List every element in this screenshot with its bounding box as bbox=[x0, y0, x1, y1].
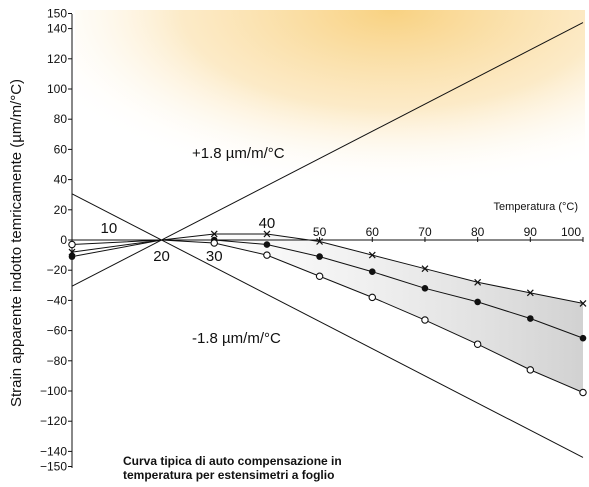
x-tick-label: 60 bbox=[366, 225, 380, 239]
data-point-open bbox=[579, 388, 587, 397]
x-marker-stroke bbox=[210, 230, 218, 238]
data-point-x bbox=[474, 278, 482, 286]
upper-line-annotation: +1.8 µm/m/°C bbox=[192, 145, 285, 162]
x-marker-stroke bbox=[421, 265, 429, 273]
y-tick-label: −20 bbox=[47, 263, 68, 277]
data-point-filled bbox=[368, 268, 376, 276]
data-point-filled bbox=[68, 253, 76, 260]
series-line-3 bbox=[71, 239, 584, 393]
x-tick-label: 80 bbox=[471, 225, 485, 239]
x-tick-label: 30 bbox=[206, 248, 223, 265]
data-point-x bbox=[526, 289, 534, 297]
y-tick-label: −120 bbox=[40, 414, 67, 428]
data-point-filled bbox=[263, 241, 271, 248]
y-tick-label: 60 bbox=[54, 142, 68, 156]
y-tick-label: 120 bbox=[47, 52, 67, 66]
y-tick-label: 40 bbox=[54, 173, 68, 187]
x-tick-label: 90 bbox=[524, 225, 538, 239]
y-tick-label: −80 bbox=[47, 354, 68, 368]
y-tick-label: 80 bbox=[54, 112, 68, 126]
y-tick-label: 150 bbox=[47, 7, 67, 21]
x-marker-stroke bbox=[263, 230, 271, 238]
reference-line-positive bbox=[71, 22, 584, 287]
y-tick-label: −150 bbox=[40, 460, 67, 474]
series-line-2 bbox=[71, 239, 584, 339]
data-point-open bbox=[526, 366, 535, 374]
y-tick-label: 100 bbox=[47, 82, 67, 96]
x-tick-label: 40 bbox=[259, 215, 276, 232]
data-point-x bbox=[368, 251, 376, 259]
x-marker-stroke bbox=[526, 289, 534, 297]
x-axis-label: Temperatura (°C) bbox=[494, 201, 578, 213]
data-point-x bbox=[421, 265, 429, 273]
x-tick-label: 20 bbox=[153, 248, 170, 265]
x-tick-label: 10 bbox=[101, 220, 118, 237]
data-point-filled bbox=[316, 253, 323, 260]
data-point-open bbox=[263, 251, 271, 259]
data-point-open bbox=[210, 239, 218, 247]
data-point-x bbox=[263, 230, 271, 238]
data-point-open bbox=[315, 272, 324, 280]
x-marker-stroke bbox=[368, 251, 376, 259]
y-tick-label: 20 bbox=[54, 203, 68, 217]
data-point-x bbox=[210, 230, 218, 238]
x-tick-label: 50 bbox=[313, 225, 327, 239]
x-tick-labels: 10 20 30 40 50 60 70 80 90 100 bbox=[101, 215, 584, 265]
x-tick-label: 100 bbox=[561, 225, 581, 239]
y-tick-label: −100 bbox=[40, 384, 67, 398]
caption-line-2: temperatura per estensimetri a foglio bbox=[123, 468, 334, 482]
y-tick-label: 0 bbox=[60, 233, 67, 247]
shaded-band bbox=[161, 233, 583, 393]
caption-line-1: Curva tipica di auto compensazione in bbox=[123, 454, 342, 468]
data-point-filled bbox=[579, 334, 587, 342]
lower-line-annotation: -1.8 µm/m/°C bbox=[192, 330, 281, 347]
plot-background bbox=[75, 10, 585, 250]
series-line-1 bbox=[71, 233, 584, 304]
y-axis-label: Strain apparente indotto temricamente (µ… bbox=[8, 79, 25, 407]
warm-glow bbox=[75, 10, 585, 250]
reference-line-negative bbox=[71, 193, 584, 458]
data-point-open bbox=[421, 316, 429, 324]
y-tick-label: −40 bbox=[47, 293, 68, 307]
data-point-filled bbox=[527, 315, 534, 322]
y-tick-label: 140 bbox=[47, 22, 67, 36]
reference-lines bbox=[71, 22, 584, 458]
data-point-filled bbox=[474, 298, 481, 306]
data-point-open bbox=[368, 293, 377, 302]
y-tick-label: −60 bbox=[47, 324, 68, 338]
data-point-open bbox=[68, 240, 76, 249]
x-marker-stroke bbox=[579, 299, 587, 307]
x-tick-label: 70 bbox=[418, 225, 432, 239]
x-marker-stroke bbox=[474, 278, 482, 286]
tolerance-band bbox=[161, 233, 583, 393]
data-point-open bbox=[473, 340, 482, 348]
y-tick-label: −140 bbox=[40, 444, 67, 458]
data-point-x bbox=[579, 299, 587, 307]
data-point-filled bbox=[421, 285, 429, 292]
